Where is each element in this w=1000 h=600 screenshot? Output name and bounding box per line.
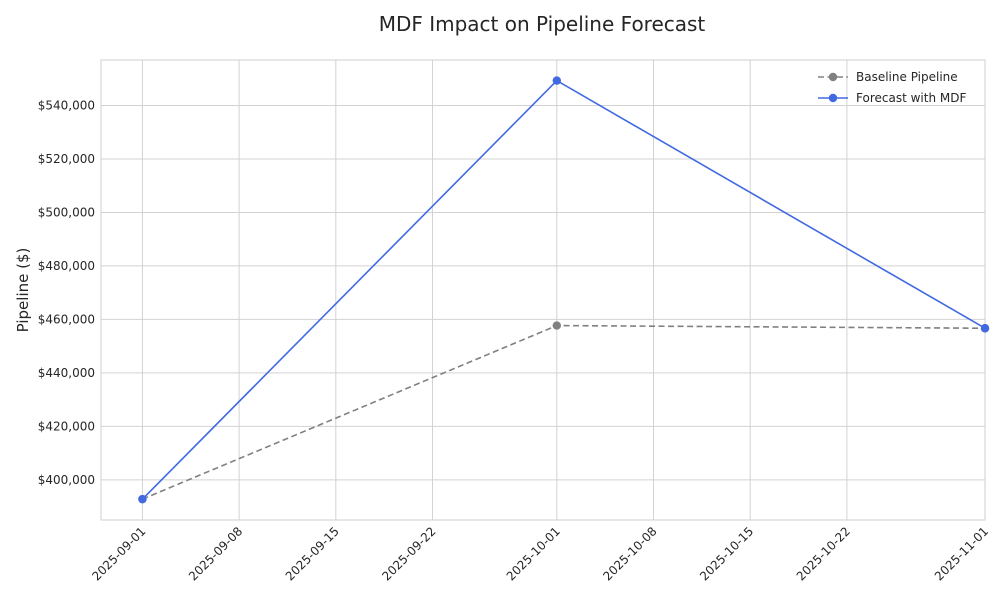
x-tick-label: 2025-09-01: [89, 524, 148, 583]
x-tick-label: 2025-10-08: [600, 524, 659, 583]
x-tick-label: 2025-09-08: [186, 524, 245, 583]
data-point: [138, 494, 147, 504]
chart-title: MDF Impact on Pipeline Forecast: [379, 12, 706, 36]
x-tick-label: 2025-11-01: [932, 524, 991, 583]
data-point: [552, 76, 562, 85]
x-tick-label: 2025-10-22: [794, 524, 853, 583]
y-tick-label: $420,000: [38, 419, 95, 433]
y-tick-label: $500,000: [38, 205, 95, 219]
y-tick-label: $540,000: [38, 98, 95, 112]
x-tick-label: 2025-10-15: [697, 524, 756, 583]
legend-marker: [828, 72, 838, 82]
x-tick-label: 2025-10-01: [504, 524, 563, 583]
series-layer: [138, 76, 990, 504]
legend-label: Forecast with MDF: [856, 91, 966, 105]
data-point: [980, 324, 990, 333]
legend-marker: [828, 93, 838, 103]
x-tick-label: 2025-09-22: [379, 524, 438, 583]
plot-frame: [100, 59, 986, 521]
y-tick-label: $400,000: [38, 473, 95, 487]
y-tick-label: $460,000: [38, 312, 95, 326]
y-tick-label: $520,000: [38, 152, 95, 166]
axes: $400,000 $420,000 $440,000 $460,000 $480,000…: [38, 59, 991, 583]
data-point: [552, 321, 562, 330]
y-tick-label: $440,000: [38, 366, 95, 380]
legend-label: Baseline Pipeline: [856, 70, 958, 84]
legend: Baseline Pipeline Forecast with MDF: [818, 70, 966, 105]
y-tick-label: $480,000: [38, 259, 95, 273]
grid: [101, 60, 986, 520]
x-tick-label: 2025-09-15: [283, 524, 342, 583]
y-axis-title: Pipeline ($): [14, 248, 32, 333]
series-line-1: [142, 324, 986, 500]
series-line-2: [141, 79, 986, 500]
